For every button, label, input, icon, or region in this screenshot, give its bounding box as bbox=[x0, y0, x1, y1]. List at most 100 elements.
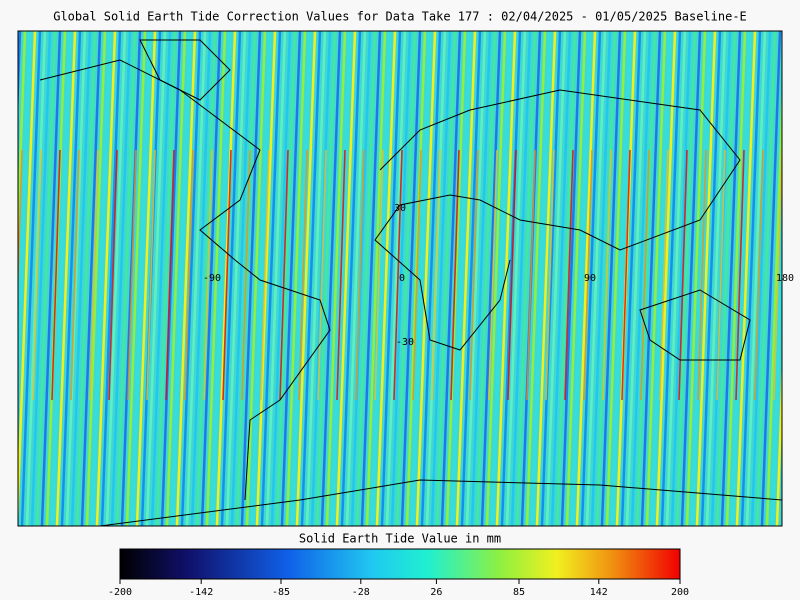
track bbox=[545, 31, 567, 526]
track bbox=[440, 31, 462, 526]
track bbox=[125, 31, 147, 526]
track bbox=[695, 31, 717, 526]
track-high bbox=[735, 149, 745, 401]
track bbox=[360, 31, 382, 526]
track bbox=[275, 31, 297, 526]
track bbox=[370, 31, 392, 526]
track bbox=[700, 31, 722, 526]
track bbox=[415, 31, 437, 526]
track bbox=[290, 31, 312, 526]
colorbar-tick-label: -28 bbox=[352, 587, 370, 598]
track bbox=[680, 31, 702, 526]
track-high bbox=[640, 149, 650, 401]
track bbox=[500, 31, 522, 526]
track bbox=[205, 31, 227, 526]
track-high bbox=[317, 149, 327, 401]
track bbox=[175, 31, 197, 526]
track bbox=[610, 31, 632, 526]
track bbox=[495, 31, 517, 526]
track-high bbox=[450, 149, 460, 401]
track bbox=[380, 31, 402, 526]
track bbox=[725, 31, 747, 526]
track bbox=[25, 31, 47, 526]
track bbox=[455, 31, 477, 526]
track-high bbox=[488, 149, 498, 401]
track-high bbox=[184, 149, 194, 401]
track bbox=[310, 31, 332, 526]
track bbox=[590, 31, 612, 526]
tide-tracks bbox=[0, 31, 782, 526]
track bbox=[110, 31, 132, 526]
track bbox=[740, 31, 762, 526]
track bbox=[375, 31, 397, 526]
track-high bbox=[127, 149, 137, 401]
track bbox=[510, 31, 532, 526]
track bbox=[115, 31, 137, 526]
track bbox=[490, 31, 512, 526]
track bbox=[250, 31, 272, 526]
track bbox=[340, 31, 362, 526]
track bbox=[535, 31, 557, 526]
track bbox=[265, 31, 287, 526]
track-high bbox=[260, 149, 270, 401]
track-high bbox=[393, 149, 403, 401]
track bbox=[655, 31, 677, 526]
track bbox=[335, 31, 357, 526]
track bbox=[315, 31, 337, 526]
track bbox=[325, 31, 347, 526]
track bbox=[0, 31, 15, 526]
track bbox=[85, 31, 107, 526]
colorbar-tick-label: 200 bbox=[671, 587, 689, 598]
track bbox=[40, 31, 62, 526]
track bbox=[630, 31, 652, 526]
track bbox=[645, 31, 667, 526]
track bbox=[385, 31, 407, 526]
track-high bbox=[469, 149, 479, 401]
track bbox=[220, 31, 242, 526]
track-high bbox=[545, 149, 555, 401]
track-high bbox=[146, 149, 156, 401]
track bbox=[130, 31, 152, 526]
track bbox=[435, 31, 457, 526]
track bbox=[80, 31, 102, 526]
track-high bbox=[773, 149, 782, 401]
track bbox=[675, 31, 697, 526]
track bbox=[270, 31, 292, 526]
track-high bbox=[18, 149, 23, 301]
track bbox=[95, 31, 117, 526]
track bbox=[730, 31, 752, 526]
eurasia-africa-coast bbox=[374, 89, 741, 351]
track bbox=[575, 31, 597, 526]
track-high bbox=[355, 149, 365, 401]
track-high bbox=[298, 149, 308, 401]
track bbox=[55, 31, 77, 526]
track bbox=[540, 31, 562, 526]
track-high bbox=[507, 149, 517, 401]
track bbox=[465, 31, 487, 526]
track bbox=[260, 31, 282, 526]
track bbox=[295, 31, 317, 526]
track bbox=[670, 31, 692, 526]
colorbar bbox=[119, 548, 681, 580]
track bbox=[715, 31, 737, 526]
track bbox=[70, 31, 92, 526]
track bbox=[720, 31, 742, 526]
track bbox=[0, 31, 10, 526]
track bbox=[65, 31, 87, 526]
track bbox=[180, 31, 202, 526]
track bbox=[595, 31, 617, 526]
track bbox=[155, 31, 177, 526]
map-frame bbox=[17, 30, 783, 527]
grid-label: -90 bbox=[203, 273, 221, 284]
track bbox=[60, 31, 82, 526]
track bbox=[515, 31, 537, 526]
track-high bbox=[754, 149, 764, 401]
track bbox=[480, 31, 502, 526]
track bbox=[745, 31, 767, 526]
track-high bbox=[602, 149, 612, 401]
track bbox=[350, 31, 372, 526]
track bbox=[105, 31, 127, 526]
track bbox=[185, 31, 207, 526]
track-high bbox=[564, 149, 574, 401]
track bbox=[750, 31, 772, 526]
